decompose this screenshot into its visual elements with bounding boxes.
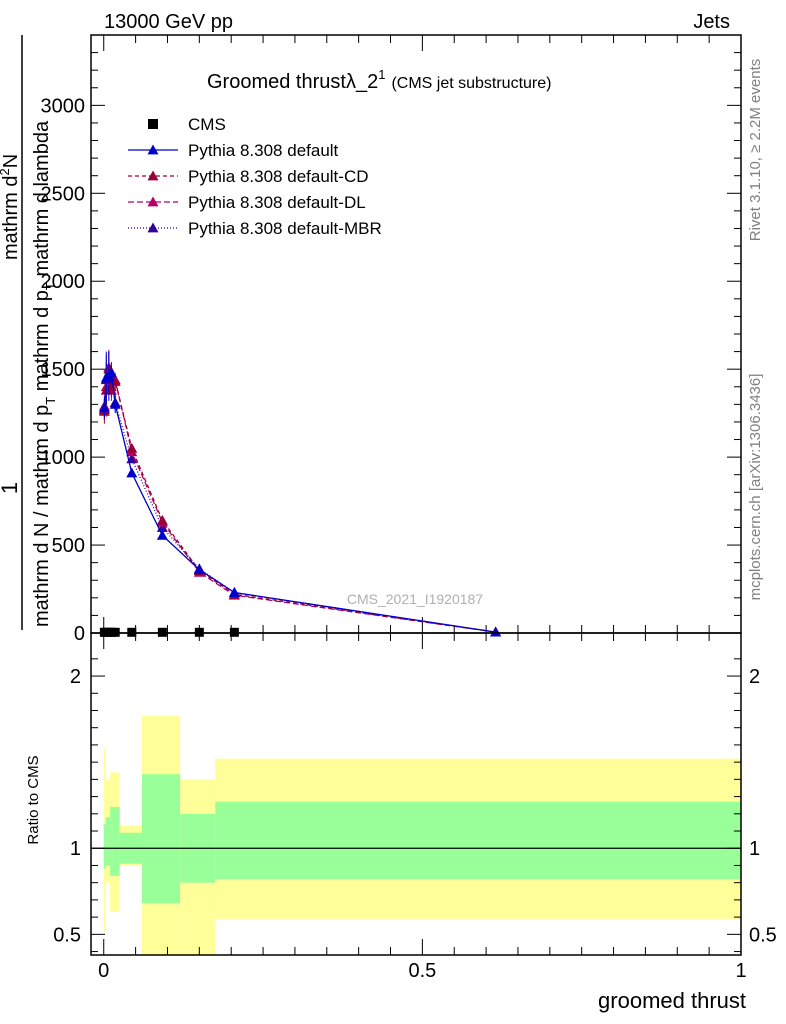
ratio-band-green-2 (110, 806, 120, 876)
ratio-y-tick-label-right-2: 2 (749, 666, 760, 688)
legend-marker-1 (147, 170, 159, 181)
ratio-y-tick-label-left-1: 1 (70, 838, 81, 860)
series-point (156, 529, 168, 540)
ratio-y-tick-label-left-2: 2 (70, 666, 81, 688)
legend: CMS Pythia 8.308 default Pythia 8.308 defa… (128, 115, 382, 238)
series-point (109, 398, 121, 409)
ratio-plot-frame (90, 632, 742, 956)
rivet-version-label: Rivet 3.1.10, ≥ 2.2M events (747, 59, 764, 242)
chart-title-sup: 1 (378, 67, 385, 82)
x-tick-label-2: 1 (735, 960, 746, 982)
y-axis-label-one: 1 (0, 482, 22, 494)
legend-label-0: Pythia 8.308 default (188, 141, 339, 160)
legend-marker-3 (147, 222, 159, 233)
legend-label-2: Pythia 8.308 default-DL (188, 193, 366, 212)
ratio-axis-ticks: 0 0.5 10.5 0.51 12 2 (53, 633, 777, 982)
main-axis-ticks: 0 500 1000 1500 2000 2500 3000 (41, 35, 742, 645)
y-tick-label-6: 3000 (41, 95, 86, 117)
series-point (193, 564, 205, 575)
ratio-band-green-1 (105, 817, 111, 866)
ratio-band-green-0 (103, 824, 106, 869)
y-tick-label-0: 0 (74, 623, 85, 645)
series-point (490, 626, 502, 637)
series-layer (98, 349, 502, 637)
y-axis-label-numerator: mathrm d2N (0, 154, 22, 260)
series-point (98, 402, 110, 413)
series-point (156, 514, 168, 525)
series-point (228, 587, 240, 597)
legend-marker-0 (147, 144, 159, 155)
ratio-y-tick-label-right-0: 0.5 (749, 924, 777, 946)
ratio-y-axis-label: Ratio to CMS (25, 755, 42, 844)
ratio-y-tick-label-right-1: 1 (749, 838, 760, 860)
x-tick-label-1: 0.5 (408, 960, 436, 982)
header-category: Jets (693, 11, 730, 33)
legend-label-cms: CMS (188, 115, 226, 134)
x-tick-label-0: 0 (98, 960, 109, 982)
y-axis-label: 1 mathrm d N / mathrm d pT mathrm d pT m… (0, 35, 58, 630)
legend-label-3: Pythia 8.308 default-MBR (188, 219, 382, 238)
chart-title-note: (CMS jet substructure) (391, 75, 551, 92)
x-axis-label: groomed thrust (598, 988, 746, 1013)
header-process: 13000 GeV pp (104, 11, 233, 33)
y-tick-label-1: 500 (52, 535, 85, 557)
y-tick-label-3: 1500 (41, 359, 86, 381)
ratio-band-green-4 (141, 774, 181, 904)
series-point (126, 442, 138, 453)
y-tick-label-4: 2000 (41, 271, 86, 293)
ratio-y-tick-label-left-0: 0.5 (53, 924, 81, 946)
legend-marker-cms (148, 119, 158, 129)
series-point (105, 367, 117, 378)
mcplots-label: mcplots.cern.ch [arXiv:1306.3436] (747, 374, 764, 601)
chart-title-main: Groomed thrust (207, 71, 346, 93)
ratio-uncertainty-bands (91, 715, 741, 955)
y-axis-label-denominator: mathrm d N / mathrm d pT mathrm d pT mat… (31, 120, 58, 627)
legend-marker-2 (147, 196, 159, 207)
chart-title: Groomed thrustλ_21 (CMS jet substructure) (207, 67, 551, 93)
ratio-band-green-6 (215, 801, 741, 880)
chart-title-math: λ_2 (346, 71, 378, 93)
legend-label-1: Pythia 8.308 default-CD (188, 167, 369, 186)
series-pythia-8-308-default (98, 351, 502, 637)
y-tick-label-2: 1000 (41, 447, 86, 469)
series-point (126, 467, 138, 478)
analysis-watermark: CMS_2021_I1920187 (347, 591, 483, 607)
y-tick-label-5: 2500 (41, 183, 86, 205)
